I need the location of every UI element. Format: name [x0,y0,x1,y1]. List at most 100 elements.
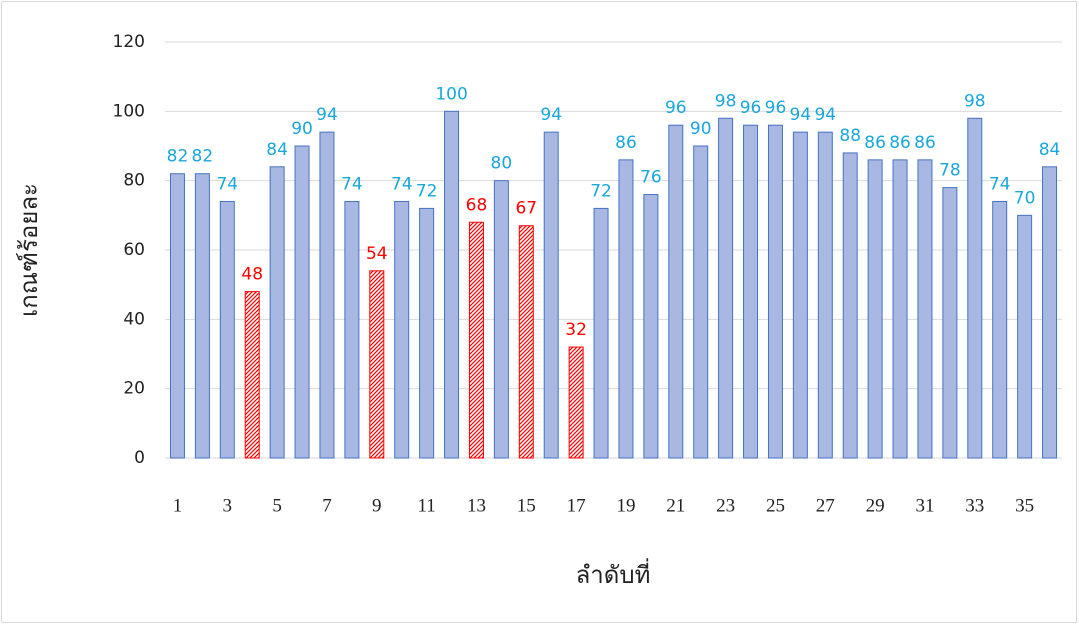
x-tick-label: 29 [866,495,885,516]
data-label: 98 [715,91,737,111]
bar [917,159,933,459]
x-tick-label: 31 [915,495,934,516]
data-label: 72 [416,181,438,201]
bar [344,200,360,459]
data-label: 86 [889,133,911,153]
bar [568,346,584,459]
data-label: 70 [1014,188,1036,208]
bar [593,207,609,459]
data-label: 96 [765,98,787,118]
bar [792,131,808,459]
data-label: 74 [391,174,413,194]
y-tick-label: 20 [123,379,145,399]
data-label: 84 [266,140,288,160]
data-label: 32 [565,320,587,340]
x-tick-label: 1 [173,495,183,516]
x-tick-label: 19 [616,495,635,516]
y-axis-title: เกณฑ์ร้อยละ [15,183,43,317]
bar [319,131,335,459]
x-tick-label: 35 [1015,495,1034,516]
bar [892,159,908,459]
data-label: 94 [316,105,338,125]
bar [169,173,185,459]
data-label: 94 [814,105,836,125]
bar [444,110,460,459]
data-label: 96 [665,98,687,118]
y-tick-label: 100 [113,101,145,121]
bar [543,131,559,459]
bar [842,152,858,459]
bar [244,291,260,459]
bar [643,194,659,459]
data-label: 96 [740,98,762,118]
y-tick-label: 60 [123,240,145,260]
data-label: 98 [964,91,986,111]
data-label: 86 [615,133,637,153]
y-tick-label: 0 [134,448,145,468]
bar [194,173,210,459]
bar [967,117,983,459]
bar [668,124,684,459]
x-tick-label: 17 [567,495,586,516]
data-label: 68 [466,195,488,215]
x-tick-label: 33 [965,495,984,516]
data-label: 90 [690,119,712,139]
x-tick-label: 25 [766,495,785,516]
x-tick-label: 9 [372,495,382,516]
x-tick-label: 27 [816,495,835,516]
data-label: 76 [640,168,662,188]
x-axis-title: ลำดับที่ [576,558,651,589]
data-label: 86 [914,133,936,153]
bar [743,124,759,459]
data-label: 86 [864,133,886,153]
bar [942,187,958,459]
data-label: 67 [515,199,537,219]
data-label: 48 [241,265,263,285]
data-label: 80 [491,154,513,174]
bar [718,117,734,459]
bar [1042,166,1058,459]
data-label: 94 [540,105,562,125]
bar [369,270,385,459]
x-tick-label: 11 [417,495,435,516]
bar [1017,214,1033,459]
x-tick-label: 5 [272,495,282,516]
data-label: 82 [167,147,189,167]
bar [518,225,534,459]
x-tick-label: 15 [517,495,536,516]
bar [618,159,634,459]
bar [817,131,833,459]
data-label: 90 [291,119,313,139]
bar [419,207,435,459]
bar [468,221,484,459]
x-tick-label: 3 [223,495,233,516]
y-tick-label: 40 [123,309,145,329]
data-label: 54 [366,244,388,264]
bar [219,200,235,459]
data-label: 82 [192,147,214,167]
data-label: 84 [1039,140,1061,160]
y-tick-label: 120 [113,32,145,52]
bar [294,145,310,459]
x-tick-label: 21 [666,495,685,516]
bar [693,145,709,459]
data-label: 74 [216,174,238,194]
bar [394,200,410,459]
bar [269,166,285,459]
x-tick-label: 7 [322,495,332,516]
data-label: 78 [939,161,961,181]
data-label: 74 [341,174,363,194]
bar [767,124,783,459]
x-tick-label: 13 [467,495,486,516]
data-label: 88 [839,126,861,146]
data-label: 94 [790,105,812,125]
bar [867,159,883,459]
data-label: 74 [989,174,1011,194]
y-tick-label: 80 [123,171,145,191]
bar [493,180,509,459]
data-label: 72 [590,181,612,201]
data-label: 100 [435,84,467,104]
bar [992,200,1008,459]
